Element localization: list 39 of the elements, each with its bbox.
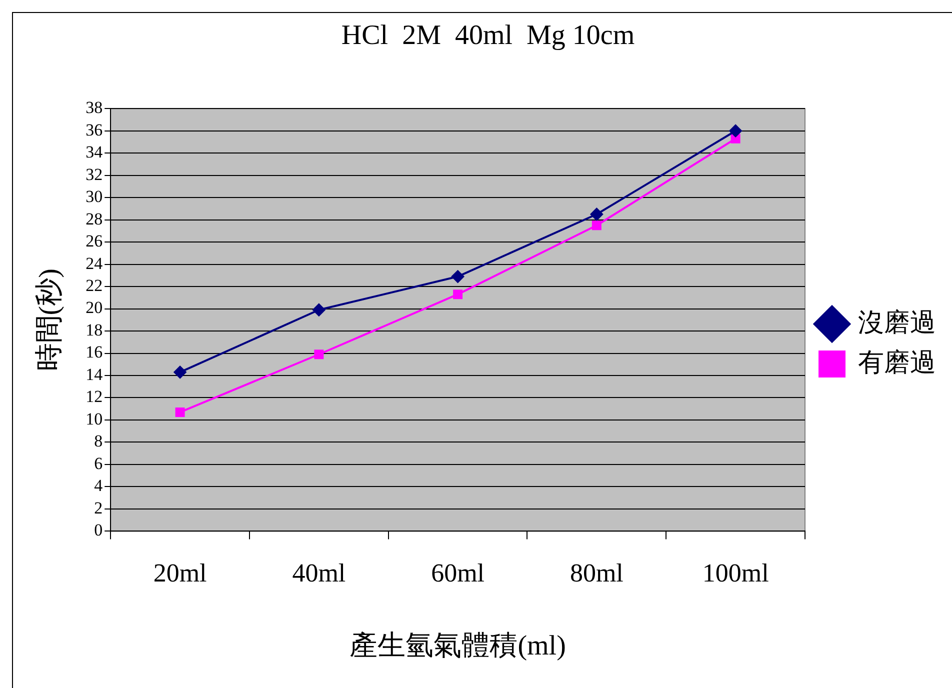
y-tick-label: 8 [94, 432, 103, 451]
y-tick-label: 36 [86, 120, 103, 140]
y-tick-label: 20 [86, 298, 103, 318]
point [729, 124, 742, 138]
x-axis-title: 產生氫氣體積(ml) [350, 630, 566, 662]
y-tick-label: 38 [86, 98, 103, 118]
y-tick-label: 16 [86, 342, 103, 362]
point [590, 208, 604, 221]
legend-label: 有磨過 [858, 348, 936, 377]
y-tick-label: 12 [86, 387, 103, 406]
y-tick-label: 2 [94, 498, 103, 518]
point [451, 270, 464, 284]
y-tick-label: 26 [86, 232, 103, 251]
legend-label: 沒磨過 [858, 308, 936, 337]
x-tick-label: 80ml [570, 558, 624, 588]
y-tick-label: 14 [86, 364, 104, 384]
y-tick-label: 32 [86, 164, 103, 184]
point [175, 407, 185, 417]
x-tick-label: 40ml [292, 558, 346, 588]
x-tick-label: 20ml [153, 558, 207, 588]
y-tick-label: 24 [86, 254, 104, 273]
y-tick-label: 34 [86, 142, 104, 162]
y-tick-label: 0 [94, 520, 103, 540]
y-tick-label: 18 [86, 320, 103, 340]
y-tick-label: 4 [94, 476, 104, 496]
y-tick-label: 6 [94, 454, 103, 473]
point [592, 220, 602, 230]
y-tick-label: 22 [86, 276, 103, 296]
x-tick-label: 100ml [702, 558, 769, 588]
y-tick-label: 30 [86, 187, 103, 206]
point [312, 303, 326, 316]
y-tick-label: 28 [86, 209, 103, 228]
point [174, 366, 187, 379]
point [453, 290, 463, 300]
y-tick-label: 10 [86, 409, 103, 428]
x-tick-label: 60ml [431, 558, 485, 588]
y-axis-title: 時間(秒) [34, 268, 66, 372]
point [314, 350, 324, 360]
chart-title: HCl 2M 40ml Mg 10cm [341, 20, 635, 52]
